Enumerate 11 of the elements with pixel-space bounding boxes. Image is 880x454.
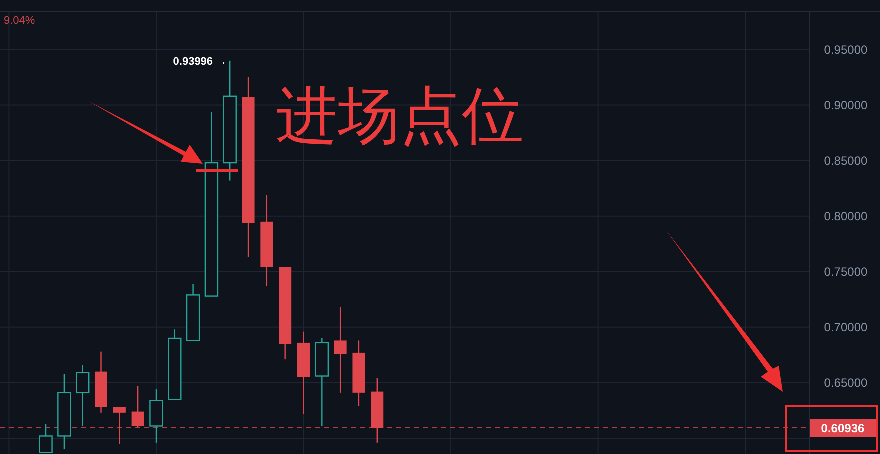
y-tick-label: 0.80000 xyxy=(824,209,868,224)
y-tick-label: 0.65000 xyxy=(824,376,868,390)
y-tick-label: 0.70000 xyxy=(824,320,868,334)
annotation: 9.04% xyxy=(4,15,36,27)
annotation: 进场点位 xyxy=(276,79,524,152)
y-tick-label: 0.90000 xyxy=(824,98,868,112)
y-tick-label: 0.85000 xyxy=(824,154,868,168)
y-tick-label: 0.75000 xyxy=(824,264,868,279)
ref-line-label: 0.60936 xyxy=(821,422,866,436)
annotation: 0.93996 → xyxy=(173,56,228,68)
y-tick-label: 0.95000 xyxy=(824,42,868,57)
